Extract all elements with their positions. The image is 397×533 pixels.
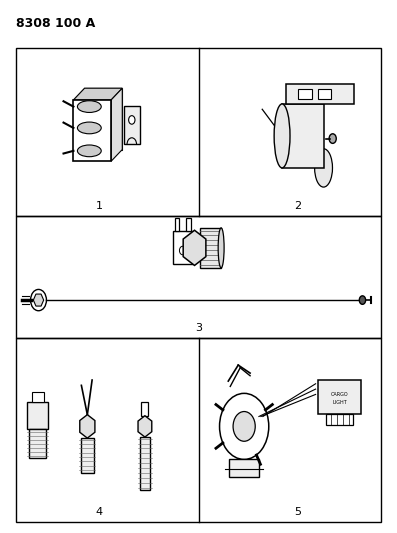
Bar — [16, 338, 381, 522]
Bar — [124, 106, 140, 144]
Circle shape — [179, 246, 186, 255]
Text: LIGHT: LIGHT — [332, 400, 347, 405]
Ellipse shape — [77, 145, 101, 157]
Circle shape — [359, 296, 366, 304]
Bar — [85, 88, 122, 149]
Ellipse shape — [274, 104, 290, 168]
Bar — [16, 48, 381, 216]
Bar — [318, 379, 361, 415]
Circle shape — [220, 393, 269, 459]
Polygon shape — [73, 88, 122, 100]
Bar — [16, 216, 381, 338]
Bar — [141, 402, 148, 416]
Bar — [326, 415, 353, 425]
Bar — [81, 438, 94, 473]
Bar — [140, 437, 150, 490]
Text: CARGO: CARGO — [331, 392, 348, 397]
Bar — [287, 84, 354, 104]
Polygon shape — [80, 415, 95, 438]
Text: 1: 1 — [96, 200, 103, 211]
Bar — [186, 218, 191, 231]
Bar — [318, 89, 331, 99]
Bar — [175, 218, 179, 231]
Ellipse shape — [314, 149, 333, 187]
Text: 2: 2 — [294, 200, 301, 211]
Bar — [173, 231, 193, 264]
Polygon shape — [73, 88, 122, 100]
Circle shape — [129, 116, 135, 124]
Polygon shape — [183, 230, 206, 265]
Text: 8308 100 A: 8308 100 A — [16, 18, 95, 30]
Bar — [32, 392, 44, 402]
Circle shape — [31, 289, 46, 311]
Bar — [200, 228, 221, 268]
Bar — [282, 104, 324, 168]
Bar — [27, 402, 48, 429]
Polygon shape — [33, 294, 44, 306]
Text: 3: 3 — [195, 323, 202, 333]
Ellipse shape — [77, 122, 101, 134]
Bar — [298, 89, 312, 99]
Ellipse shape — [77, 101, 101, 112]
Ellipse shape — [218, 228, 224, 268]
Text: 4: 4 — [96, 507, 103, 517]
Polygon shape — [111, 88, 122, 161]
Polygon shape — [138, 416, 152, 437]
Circle shape — [329, 134, 336, 143]
Bar — [29, 429, 46, 458]
Bar — [229, 459, 259, 477]
Text: 5: 5 — [294, 507, 301, 517]
Bar — [73, 100, 111, 161]
Circle shape — [233, 411, 255, 441]
